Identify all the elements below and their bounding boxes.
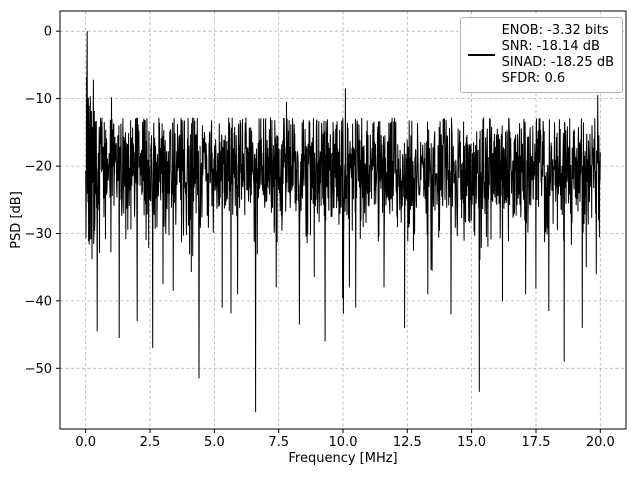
x-tick-label: 2.5	[140, 435, 161, 450]
legend-text: ENOB: -3.32 bits SNR: -18.14 dB SINAD: -…	[502, 23, 614, 87]
legend: ENOB: -3.32 bits SNR: -18.14 dB SINAD: -…	[459, 17, 623, 93]
x-tick-label: 7.5	[268, 435, 289, 450]
y-axis-label: PSD [dB]	[9, 191, 24, 249]
x-tick-label: 0.0	[75, 435, 96, 450]
spectrum-line	[85, 31, 601, 413]
y-tick-label: −20	[25, 160, 52, 175]
x-tick-label: 17.5	[522, 435, 551, 450]
legend-sfdr: SFDR: 0.6	[501, 71, 566, 86]
legend-snr: SNR: -18.14 dB	[501, 39, 600, 54]
y-tick-label: −50	[25, 362, 52, 377]
legend-line-icon	[467, 54, 495, 56]
y-tick-label: −10	[25, 92, 52, 107]
y-tick-label: −30	[25, 227, 52, 242]
x-tick-label: 20.0	[586, 435, 615, 450]
y-tick-label: −40	[25, 294, 52, 309]
x-tick-label: 10.0	[329, 435, 358, 450]
x-tick-label: 15.0	[457, 435, 486, 450]
x-tick-label: 12.5	[393, 435, 422, 450]
x-axis-label: Frequency [MHz]	[288, 451, 398, 466]
legend-enob: ENOB: -3.32 bits	[501, 23, 609, 38]
x-tick-label: 5.0	[204, 435, 225, 450]
y-tick-label: 0	[44, 25, 52, 40]
legend-sinad: SINAD: -18.25 dB	[501, 55, 614, 70]
